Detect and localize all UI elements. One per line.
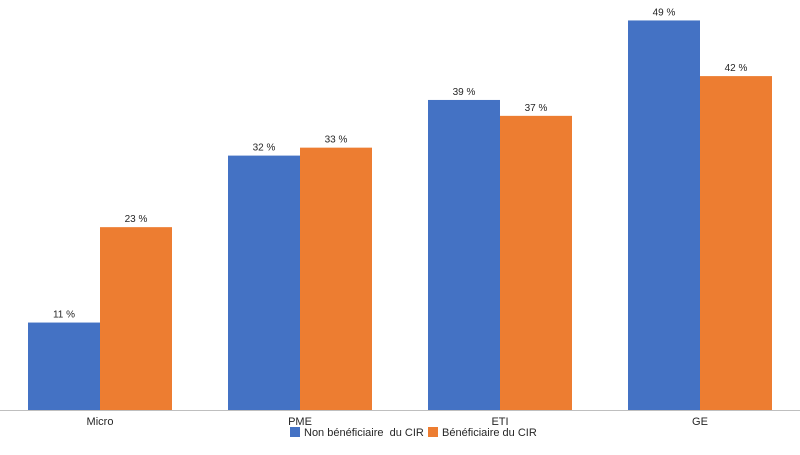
data-label-eti-series-1: 39 % — [453, 87, 476, 98]
legend-label-series-2: Bénéficiaire du CIR — [442, 427, 537, 439]
bar-pme-series-2 — [300, 147, 372, 410]
legend-label-series-1: Non bénéficiaire du CIR — [304, 427, 424, 439]
data-label-ge-series-2: 42 % — [725, 63, 748, 74]
bar-micro-series-1 — [28, 322, 100, 410]
data-label-eti-series-2: 37 % — [525, 103, 548, 114]
x-tick-label-micro: Micro — [87, 416, 114, 428]
data-label-micro-series-2: 23 % — [125, 214, 148, 225]
data-label-micro-series-1: 11 % — [53, 310, 75, 321]
bar-pme-series-1 — [228, 155, 300, 410]
bar-ge-series-1 — [628, 20, 700, 410]
bar-eti-series-2 — [500, 115, 572, 410]
bar-ge-series-2 — [700, 76, 772, 410]
bars-layer — [28, 20, 772, 410]
legend: Non bénéficiaire du CIR Bénéficiaire du C… — [290, 427, 537, 439]
x-tick-label-pme: PME — [288, 416, 312, 428]
x-tick-label-ge: GE — [692, 416, 708, 428]
bar-eti-series-1 — [428, 99, 500, 410]
x-tick-label-eti: ETI — [491, 416, 508, 428]
data-labels-layer: 11 % 23 % 32 % 33 % 39 % 37 % 49 % 42 % — [53, 7, 748, 320]
legend-swatch-series-2 — [428, 427, 438, 437]
x-tick-labels: Micro PME ETI GE — [87, 416, 708, 428]
data-label-ge-series-1: 49 % — [653, 7, 676, 18]
bar-micro-series-2 — [100, 227, 172, 410]
data-label-pme-series-2: 33 % — [325, 135, 348, 146]
data-label-pme-series-1: 32 % — [253, 143, 276, 154]
legend-swatch-series-1 — [290, 427, 300, 437]
